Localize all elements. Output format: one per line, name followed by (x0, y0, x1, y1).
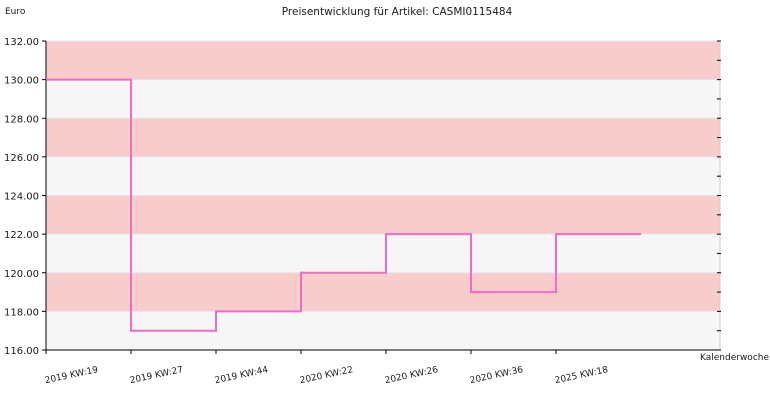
x-tick-label: 2019 KW:27 (129, 365, 184, 386)
x-axis-ticks: 2019 KW:19 2019 KW:27 2019 KW:44 2020 KW:22… (44, 350, 609, 386)
y-tick-label: 130.00 (4, 76, 39, 87)
background-bands (46, 41, 720, 350)
background-band (46, 195, 720, 235)
y-axis-ticks: 116.00 118.00 120.00 122.00 124.00 126.00 128.… (4, 37, 721, 357)
x-tick-label: 2020 KW:22 (299, 365, 354, 386)
data-point (470, 290, 474, 294)
x-tick-label: 2019 KW:44 (214, 365, 269, 386)
background-band (46, 79, 720, 119)
y-tick-label: 132.00 (4, 37, 39, 48)
x-tick-label: 2020 KW:26 (384, 365, 439, 386)
y-tick-label: 124.00 (4, 192, 39, 203)
background-band (46, 118, 720, 157)
series-layer (45, 78, 641, 332)
data-point (215, 310, 219, 313)
x-tick-label: 2025 KW:18 (554, 365, 609, 386)
background-band (46, 156, 720, 196)
series-line (46, 78, 641, 332)
data-point (555, 232, 559, 236)
y-axis-label: Euro (5, 7, 26, 17)
background-band (46, 272, 720, 312)
y-tick-label: 122.00 (4, 230, 39, 241)
data-point (300, 271, 304, 274)
background-band (46, 234, 720, 273)
y-tick-label: 118.00 (4, 307, 39, 318)
x-tick-label: 2019 KW:19 (44, 365, 99, 386)
background-band (46, 41, 720, 80)
y-tick-label: 116.00 (4, 346, 39, 357)
data-point (385, 232, 389, 236)
x-axis-label: Kalenderwoche (700, 353, 769, 363)
x-tick-label: 2020 KW:36 (469, 365, 524, 386)
y-tick-label: 128.00 (4, 114, 39, 125)
y-tick-label: 120.00 (4, 269, 39, 280)
chart-title: Preisentwicklung für Artikel: CASMI01154… (282, 6, 513, 18)
y-tick-label: 126.00 (4, 153, 39, 164)
data-point (130, 329, 134, 332)
data-point (45, 78, 49, 81)
